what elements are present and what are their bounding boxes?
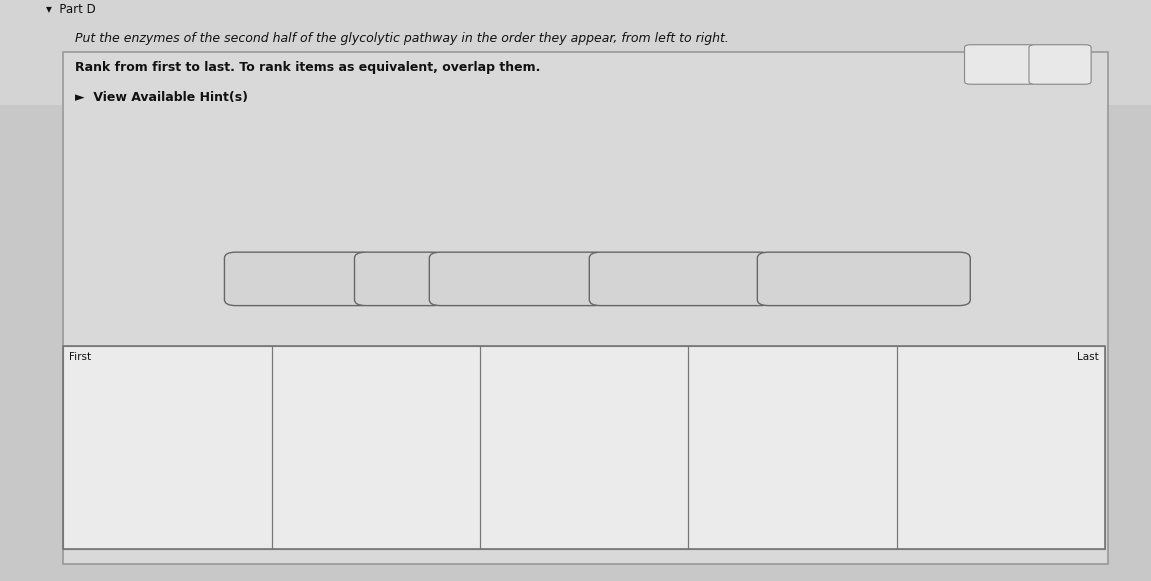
FancyBboxPatch shape [1029, 45, 1091, 84]
Bar [480, 346, 688, 549]
Text: Put the enzymes of the second half of the glycolytic pathway in the order they a: Put the enzymes of the second half of th… [75, 32, 729, 45]
Text: Rank from first to last. To rank items as equivalent, overlap them.: Rank from first to last. To rank items a… [75, 61, 540, 74]
Bar [688, 346, 897, 549]
FancyBboxPatch shape [355, 252, 444, 306]
Bar [63, 346, 1105, 549]
Text: phosphoglycerate mutase: phosphoglycerate mutase [612, 274, 748, 284]
Text: First: First [69, 352, 91, 361]
Text: Help: Help [1049, 59, 1072, 70]
Text: glyceraldehyde-3-phosphate
dehydrogenase: glyceraldehyde-3-phosphate dehydrogenase [788, 268, 939, 290]
FancyBboxPatch shape [757, 252, 970, 306]
Text: pyruvate kinase: pyruvate kinase [257, 274, 340, 284]
Bar [63, 52, 1108, 564]
Text: ►  View Available Hint(s): ► View Available Hint(s) [75, 91, 247, 104]
FancyBboxPatch shape [429, 252, 605, 306]
FancyBboxPatch shape [965, 45, 1036, 84]
FancyBboxPatch shape [224, 252, 372, 306]
Bar [272, 346, 480, 549]
Text: phosphoglycerate kinase: phosphoglycerate kinase [452, 274, 582, 284]
Text: Last: Last [1077, 352, 1099, 361]
Text: enolase: enolase [379, 274, 420, 284]
Text: Reset: Reset [985, 59, 1015, 70]
Bar [897, 346, 1105, 549]
Text: ▾  Part D: ▾ Part D [46, 3, 96, 16]
Bar [0, 0, 1151, 105]
FancyBboxPatch shape [589, 252, 771, 306]
Bar [63, 346, 272, 549]
